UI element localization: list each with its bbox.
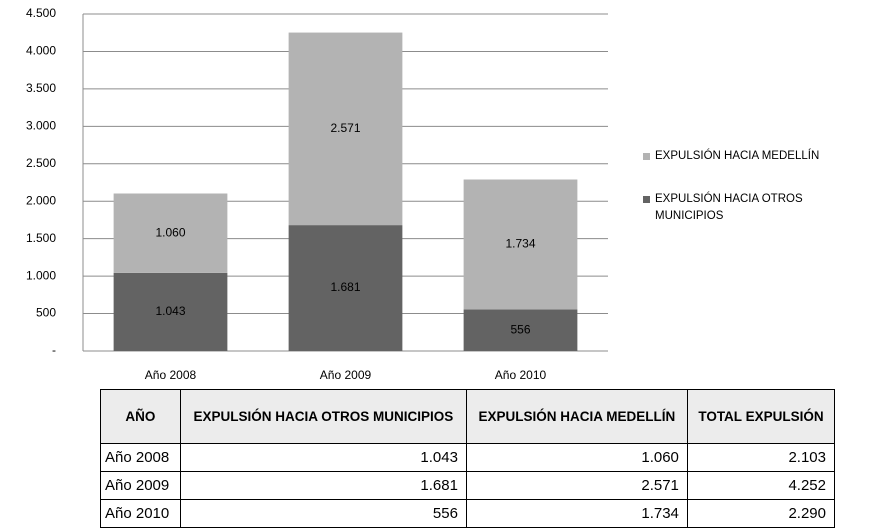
table-cell: 1.060 bbox=[465, 443, 688, 472]
y-tick-label: 2.000 bbox=[26, 193, 56, 207]
legend-item: EXPULSIÓN HACIA OTROS MUNICIPIOS bbox=[643, 191, 868, 225]
y-tick-label: 3.500 bbox=[26, 81, 56, 95]
y-tick-label: 500 bbox=[36, 306, 56, 320]
data-label: 556 bbox=[510, 322, 530, 336]
table-cell: 2.103 bbox=[686, 443, 836, 472]
table-cell: 1.043 bbox=[179, 443, 467, 472]
y-tick-label: 4.500 bbox=[26, 6, 56, 20]
table-cell: Año 2008 bbox=[100, 443, 181, 472]
y-tick-label: 1.500 bbox=[26, 231, 56, 245]
bar-segment bbox=[288, 225, 403, 351]
legend-label: EXPULSIÓN HACIA MEDELLÍN bbox=[655, 150, 820, 162]
table-cell: 2.571 bbox=[465, 471, 688, 500]
legend-swatch bbox=[643, 153, 650, 160]
data-label: 1.060 bbox=[155, 225, 185, 239]
y-tick-label: 2.500 bbox=[26, 156, 56, 170]
bar-segment bbox=[113, 272, 228, 351]
y-tick-label: - bbox=[52, 343, 56, 357]
table-body: Año 2008 1.043 1.060 2.103 Año 2009 1.681 2.57… bbox=[100, 443, 836, 528]
table-cell: 556 bbox=[179, 499, 467, 528]
x-tick-label: Año 2010 bbox=[495, 368, 547, 382]
table-row: Año 2008 1.043 1.060 2.103 bbox=[100, 443, 836, 472]
legend: EXPULSIÓN HACIA MEDELLÍN EXPULSIÓN HACIA … bbox=[643, 148, 868, 251]
bar-segment bbox=[113, 193, 228, 273]
bar-segment bbox=[463, 309, 578, 351]
x-tick-label: Año 2008 bbox=[145, 368, 197, 382]
y-tick-label: 3.000 bbox=[26, 119, 56, 133]
header-cell: AÑO bbox=[100, 389, 181, 444]
table-row: Año 2009 1.681 2.571 4.252 bbox=[100, 471, 836, 500]
legend-swatch bbox=[643, 196, 650, 203]
table-cell: 1.734 bbox=[465, 499, 688, 528]
chart: - 500 1.000 1.500 2.000 2.500 3.000 3.500 4.000 4… bbox=[26, 6, 608, 382]
table-row: Año 2010 556 1.734 2.290 bbox=[100, 499, 836, 528]
legend-item: EXPULSIÓN HACIA MEDELLÍN bbox=[643, 148, 868, 165]
y-tick-label: 4.000 bbox=[26, 44, 56, 58]
data-label: 1.681 bbox=[330, 280, 360, 294]
bar-segment bbox=[288, 32, 403, 226]
x-tick-label: Año 2009 bbox=[320, 368, 372, 382]
bar-segment bbox=[463, 179, 578, 310]
y-tick-label: 1.000 bbox=[26, 268, 56, 282]
legend-label: EXPULSIÓN HACIA OTROS MUNICIPIOS bbox=[655, 193, 803, 222]
data-label: 1.043 bbox=[155, 304, 185, 318]
table-cell: Año 2009 bbox=[100, 471, 181, 500]
table-cell: Año 2010 bbox=[100, 499, 181, 528]
data-label: 2.571 bbox=[330, 121, 360, 135]
data-label: 1.734 bbox=[505, 237, 535, 251]
table-cell: 1.681 bbox=[179, 471, 467, 500]
header-cell: EXPULSIÓN HACIA OTROS MUNICIPIOS bbox=[179, 389, 467, 444]
header-cell: EXPULSIÓN HACIA MEDELLÍN bbox=[465, 389, 688, 444]
header-row: AÑO EXPULSIÓN HACIA OTROS MUNICIPIOS EXPUL… bbox=[100, 389, 836, 444]
table-cell: 2.290 bbox=[686, 499, 836, 528]
data-table: AÑO EXPULSIÓN HACIA OTROS MUNICIPIOS EXPUL… bbox=[100, 389, 836, 528]
table-cell: 4.252 bbox=[686, 471, 836, 500]
header-cell: TOTAL EXPULSIÓN bbox=[686, 389, 836, 444]
